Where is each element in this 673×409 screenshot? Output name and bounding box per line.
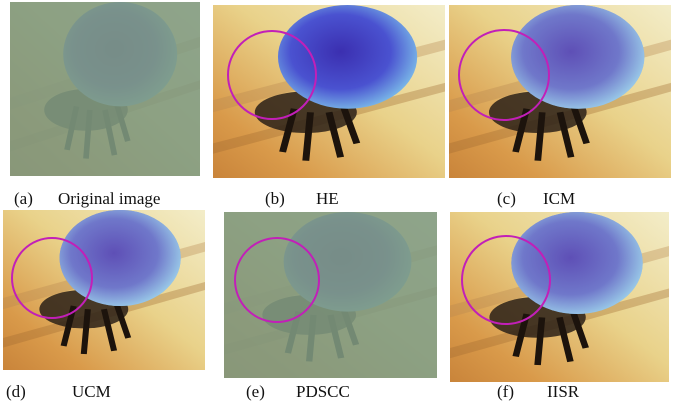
caption-text: UCM bbox=[72, 382, 111, 401]
caption-text: HE bbox=[316, 189, 339, 208]
image-pdscc bbox=[224, 212, 437, 378]
figure: (a) Original image (b) HE (c) ICM (d) UC… bbox=[0, 0, 673, 409]
caption-text: IISR bbox=[547, 382, 580, 401]
caption-label: (c) bbox=[497, 189, 516, 208]
image-icm bbox=[449, 5, 671, 178]
image-original bbox=[10, 2, 200, 176]
page: (a) Original image (b) HE (c) ICM (d) UC… bbox=[0, 0, 673, 409]
caption-label: (f) bbox=[497, 382, 514, 401]
image-iisr bbox=[450, 212, 669, 382]
caption-label: (a) bbox=[14, 189, 33, 208]
caption-text: Original image bbox=[58, 189, 160, 208]
image-ucm bbox=[3, 210, 205, 370]
caption-label: (e) bbox=[246, 382, 265, 401]
image-he bbox=[213, 5, 445, 178]
caption-text: PDSCC bbox=[296, 382, 350, 401]
caption-text: ICM bbox=[543, 189, 575, 208]
caption-label: (b) bbox=[265, 189, 285, 208]
caption-label: (d) bbox=[6, 382, 26, 401]
